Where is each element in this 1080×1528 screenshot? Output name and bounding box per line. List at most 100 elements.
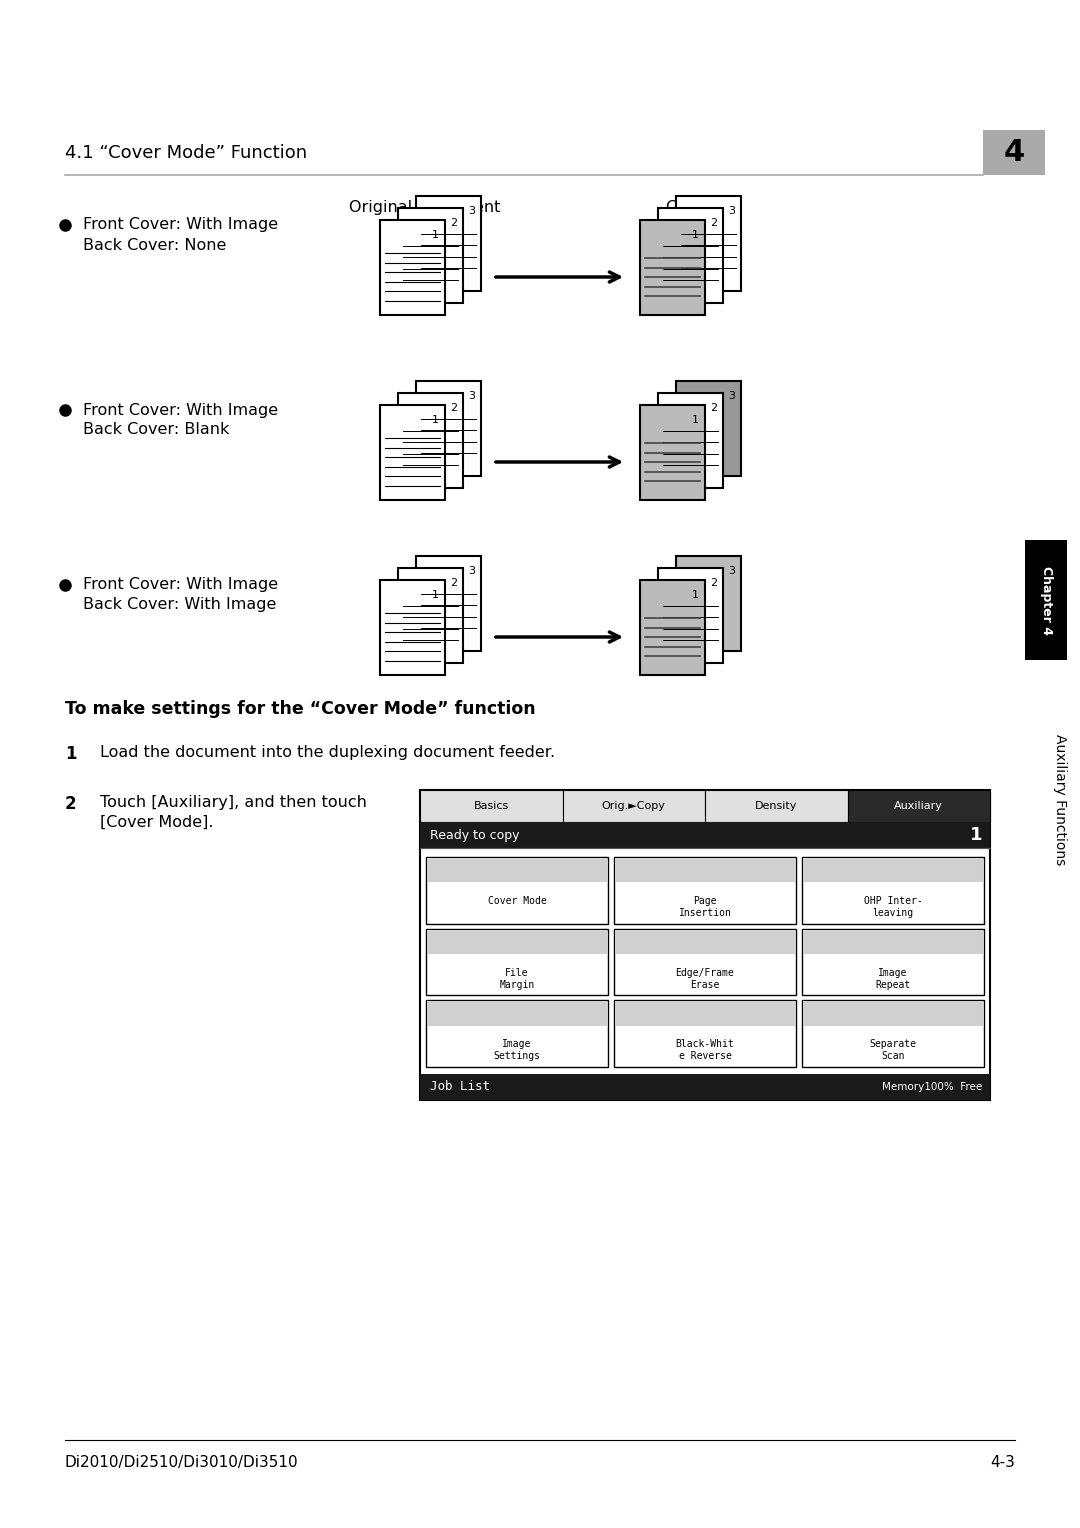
Bar [804,1001,983,1025]
Text: 2: 2 [450,578,457,588]
Bar [615,859,795,882]
Text: Front Cover: With Image: Front Cover: With Image [83,402,279,417]
Text: Repeat: Repeat [876,979,910,990]
Bar [676,556,741,651]
Text: 4-3: 4-3 [990,1455,1015,1470]
Text: Back Cover: With Image: Back Cover: With Image [83,597,276,613]
Text: 1: 1 [692,231,699,240]
Text: Settings: Settings [494,1051,540,1062]
Bar [427,929,607,953]
Text: 4.1 “Cover Mode” Function: 4.1 “Cover Mode” Function [65,144,307,162]
Bar [420,790,990,1100]
Bar [676,380,741,477]
Text: Ready to copy: Ready to copy [430,828,519,842]
Bar [427,859,607,882]
Text: Back Cover: None: Back Cover: None [83,237,227,252]
Bar [380,581,445,675]
Text: Basics: Basics [474,801,509,811]
Text: [Cover Mode].: [Cover Mode]. [100,814,214,830]
Text: 1: 1 [432,231,438,240]
Bar [615,857,796,923]
Text: 3: 3 [468,391,475,400]
Text: 3: 3 [468,565,475,576]
Text: 2: 2 [710,403,717,413]
Text: Memory100%  Free: Memory100% Free [881,1082,982,1093]
Text: Auxiliary: Auxiliary [894,801,943,811]
Text: Cover Mode: Cover Mode [488,895,546,906]
Text: Margin: Margin [499,979,535,990]
Text: 2: 2 [65,795,77,813]
Bar [399,568,463,663]
Bar [615,1001,796,1067]
Bar [426,929,608,995]
Text: Copy: Copy [664,200,705,215]
Text: 1: 1 [692,416,699,425]
Bar [563,790,705,822]
Text: Image: Image [878,967,907,978]
Bar [658,393,723,487]
Text: Front Cover: With Image: Front Cover: With Image [83,578,279,593]
Bar [640,220,705,315]
Bar [676,196,741,290]
Bar [615,1001,795,1025]
Bar [804,859,983,882]
Bar [615,929,796,995]
Text: Density: Density [755,801,797,811]
Text: Back Cover: Blank: Back Cover: Blank [83,423,229,437]
Text: Erase: Erase [690,979,719,990]
Text: 2: 2 [450,219,457,228]
Text: 4: 4 [1003,138,1025,167]
Bar [802,929,984,995]
Bar [426,857,608,923]
Text: 2: 2 [450,403,457,413]
Text: Black-Whit: Black-Whit [676,1039,734,1050]
Bar [420,1074,990,1100]
Bar [983,130,1045,176]
Bar [416,556,481,651]
Bar [658,568,723,663]
Text: Auxiliary Functions: Auxiliary Functions [1053,735,1067,866]
Text: Front Cover: With Image: Front Cover: With Image [83,217,279,232]
Text: 2: 2 [710,578,717,588]
Bar [615,929,795,953]
Text: 3: 3 [728,391,735,400]
Text: Touch [Auxiliary], and then touch: Touch [Auxiliary], and then touch [100,795,367,810]
Bar [416,196,481,290]
Text: Orig.►Copy: Orig.►Copy [602,801,665,811]
Bar [426,1001,608,1067]
Text: 2: 2 [710,219,717,228]
Text: 1: 1 [692,590,699,601]
Text: Original Document: Original Document [349,200,501,215]
Text: Load the document into the duplexing document feeder.: Load the document into the duplexing doc… [100,746,555,759]
Text: To make settings for the “Cover Mode” function: To make settings for the “Cover Mode” fu… [65,700,536,718]
Bar [427,1001,607,1025]
Text: Chapter 4: Chapter 4 [1039,565,1053,634]
Bar [399,393,463,487]
Bar [1025,539,1067,660]
Text: Edge/Frame: Edge/Frame [676,967,734,978]
Text: Page: Page [693,895,717,906]
Bar [705,790,848,822]
Bar [420,822,990,848]
Bar [380,405,445,500]
Bar [640,405,705,500]
Bar [802,857,984,923]
Bar [380,220,445,315]
Text: 1: 1 [970,827,982,843]
Bar [848,790,990,822]
Bar [802,1001,984,1067]
Bar [658,208,723,303]
Text: OHP Inter-: OHP Inter- [864,895,922,906]
Text: e Reverse: e Reverse [678,1051,731,1062]
Text: 3: 3 [728,206,735,215]
Text: Insertion: Insertion [678,908,731,918]
Bar [640,581,705,675]
Text: Scan: Scan [881,1051,905,1062]
Text: 3: 3 [468,206,475,215]
Text: Image: Image [502,1039,531,1050]
Text: 1: 1 [432,416,438,425]
Text: Job List: Job List [430,1080,490,1094]
Bar [416,380,481,477]
Text: 1: 1 [432,590,438,601]
Text: leaving: leaving [873,908,914,918]
